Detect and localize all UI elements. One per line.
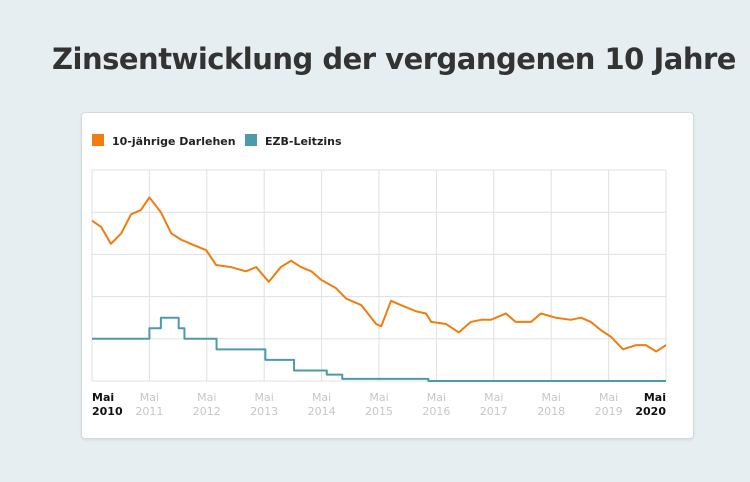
series-line-darlehen bbox=[91, 196, 667, 353]
x-tick-year: 2019 bbox=[595, 405, 623, 418]
legend-label: EZB-Leitzins bbox=[265, 135, 342, 148]
page-title: Zinsentwicklung der vergangenen 10 Jahre bbox=[52, 42, 736, 76]
chart-card: 10-jährige DarlehenEZB-Leitzins0%1%2%3%4… bbox=[81, 112, 694, 439]
x-tick-year: 2016 bbox=[422, 405, 450, 418]
x-tick-month: Mai bbox=[140, 391, 159, 404]
legend-swatch bbox=[92, 134, 104, 146]
x-tick-month: Mai bbox=[369, 391, 388, 404]
x-tick-year: 2010 bbox=[92, 405, 123, 418]
x-tick-month: Mai bbox=[255, 391, 274, 404]
x-tick-month: Mai bbox=[197, 391, 216, 404]
x-tick-month: Mai bbox=[92, 391, 114, 404]
legend-swatch bbox=[245, 134, 257, 146]
x-tick-month: Mai bbox=[644, 391, 666, 404]
legend-label: 10-jährige Darlehen bbox=[112, 135, 236, 148]
x-tick-year: 2013 bbox=[250, 405, 278, 418]
x-tick-year: 2012 bbox=[193, 405, 221, 418]
x-tick-month: Mai bbox=[312, 391, 331, 404]
x-tick-year: 2015 bbox=[365, 405, 393, 418]
x-tick-year: 2020 bbox=[635, 405, 666, 418]
x-tick-month: Mai bbox=[427, 391, 446, 404]
x-tick-year: 2011 bbox=[135, 405, 163, 418]
x-tick-month: Mai bbox=[484, 391, 503, 404]
x-tick-month: Mai bbox=[599, 391, 618, 404]
x-tick-year: 2014 bbox=[308, 405, 336, 418]
x-tick-year: 2018 bbox=[537, 405, 565, 418]
series-line-ezb-leitzins bbox=[92, 316, 666, 382]
x-tick-year: 2017 bbox=[480, 405, 508, 418]
chart: 10-jährige DarlehenEZB-Leitzins0%1%2%3%4… bbox=[91, 134, 667, 418]
x-tick-month: Mai bbox=[542, 391, 561, 404]
